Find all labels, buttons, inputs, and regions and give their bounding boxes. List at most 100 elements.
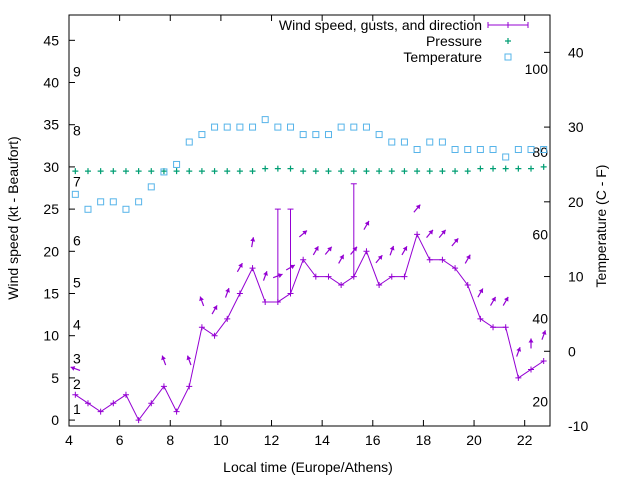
temperature-series bbox=[71, 116, 548, 213]
pressure-point bbox=[452, 168, 459, 175]
wind-direction-arrowhead bbox=[250, 237, 256, 242]
x-tick-label: 16 bbox=[365, 432, 381, 448]
wind-direction-arrowhead bbox=[199, 296, 204, 302]
temperature-point bbox=[84, 205, 92, 213]
wind-line bbox=[75, 233, 544, 422]
fahrenheit-label: 20 bbox=[532, 393, 548, 409]
temperature-point bbox=[413, 146, 421, 154]
wind-direction-arrowhead bbox=[225, 288, 230, 293]
beaufort-label: 2 bbox=[73, 376, 81, 392]
temperature-point bbox=[249, 123, 257, 131]
temperature-point bbox=[426, 138, 434, 146]
wind-direction-arrowhead bbox=[263, 271, 268, 276]
temperature-point bbox=[185, 138, 193, 146]
pressure-point bbox=[262, 165, 269, 172]
temperature-point bbox=[514, 146, 522, 154]
wind-direction-arrowhead bbox=[70, 366, 76, 371]
wind-direction-arrowhead bbox=[528, 338, 534, 343]
x-tick-label: 18 bbox=[416, 432, 432, 448]
temperature-point bbox=[438, 138, 446, 146]
pressure-point bbox=[464, 168, 471, 175]
pressure-point bbox=[287, 165, 294, 172]
temperature-point bbox=[223, 123, 231, 131]
temperature-point bbox=[160, 168, 168, 176]
wind-point bbox=[97, 408, 104, 415]
wind-point bbox=[236, 290, 243, 297]
right-axis-ticks: -10 0 10 20 30 40 bbox=[544, 44, 588, 434]
pressure-point bbox=[110, 168, 117, 175]
pressure-point bbox=[224, 168, 231, 175]
wind-direction-arrowhead bbox=[277, 273, 283, 278]
temperature-point bbox=[109, 198, 117, 206]
wind-point bbox=[363, 248, 370, 255]
plot-border bbox=[68, 14, 551, 427]
wind-point bbox=[249, 265, 256, 272]
temperature-point bbox=[287, 123, 295, 131]
pressure-point bbox=[376, 168, 383, 175]
temperature-point bbox=[527, 146, 535, 154]
wind-point bbox=[401, 273, 408, 280]
x-tick-label: 4 bbox=[65, 432, 73, 448]
legend-sample-temperature bbox=[504, 53, 512, 61]
wind-point bbox=[528, 366, 535, 373]
wind-point bbox=[110, 400, 117, 407]
wind-direction-arrowhead bbox=[428, 229, 433, 235]
legend: Wind speed, gusts, and directionPressure… bbox=[279, 17, 529, 65]
wind-point bbox=[198, 324, 205, 331]
pressure-point bbox=[72, 168, 79, 175]
temperature-point bbox=[375, 131, 383, 139]
wind-point bbox=[312, 273, 319, 280]
wind-direction-arrowhead bbox=[352, 246, 358, 252]
pressure-point bbox=[426, 168, 433, 175]
wind-point bbox=[148, 400, 155, 407]
pressure-point bbox=[540, 163, 547, 170]
wind-point bbox=[135, 417, 142, 424]
pressure-point bbox=[211, 168, 218, 175]
pressure-point bbox=[439, 168, 446, 175]
x-axis-label: Local time (Europe/Athens) bbox=[223, 459, 393, 475]
x-tick-label: 8 bbox=[166, 432, 174, 448]
temperature-point bbox=[135, 198, 143, 206]
pressure-point bbox=[186, 168, 193, 175]
pressure-point bbox=[515, 165, 522, 172]
wind-direction-arrowhead bbox=[238, 263, 243, 268]
y-tick-label: 10 bbox=[43, 328, 59, 344]
pressure-point bbox=[312, 168, 319, 175]
wind-point bbox=[160, 383, 167, 390]
plot-frame bbox=[68, 14, 551, 427]
wind-point bbox=[490, 324, 497, 331]
wind-point bbox=[452, 265, 459, 272]
y2-tick-label: 0 bbox=[568, 343, 576, 359]
pressure-point bbox=[528, 165, 535, 172]
temperature-point bbox=[71, 190, 79, 198]
beaufort-label: 9 bbox=[73, 64, 81, 80]
y-tick-label: 35 bbox=[43, 117, 59, 133]
pressure-point bbox=[502, 165, 509, 172]
temperature-point bbox=[337, 123, 345, 131]
temperature-point bbox=[388, 138, 396, 146]
y2-tick-label: 40 bbox=[568, 44, 584, 60]
pressure-point bbox=[414, 168, 421, 175]
left-axis-ticks: 0 5 10 15 20 25 30 35 40 45 bbox=[43, 32, 75, 428]
wind-direction-arrowhead bbox=[478, 288, 484, 294]
wind-direction-arrowhead bbox=[364, 220, 370, 226]
wind-point bbox=[376, 282, 383, 289]
wind-direction-arrowhead bbox=[516, 347, 522, 352]
temperature-point bbox=[261, 116, 269, 124]
y-tick-label: 5 bbox=[51, 370, 59, 386]
legend-label-pressure: Pressure bbox=[426, 33, 482, 49]
y2-tick-label: -10 bbox=[568, 418, 588, 434]
beaufort-label: 1 bbox=[73, 401, 81, 417]
beaufort-scale-labels: 1 2 3 4 5 6 7 8 9 bbox=[73, 64, 81, 418]
wind-point bbox=[300, 256, 307, 263]
pressure-point bbox=[249, 168, 256, 175]
wind-direction-arrowhead bbox=[466, 254, 471, 260]
wind-point bbox=[515, 374, 522, 381]
wind-point bbox=[173, 408, 180, 415]
pressure-point bbox=[274, 165, 281, 172]
y2-tick-label: 10 bbox=[568, 269, 584, 285]
pressure-series bbox=[72, 163, 547, 175]
wind-direction-arrowhead bbox=[415, 204, 421, 210]
temperature-point bbox=[324, 131, 332, 139]
